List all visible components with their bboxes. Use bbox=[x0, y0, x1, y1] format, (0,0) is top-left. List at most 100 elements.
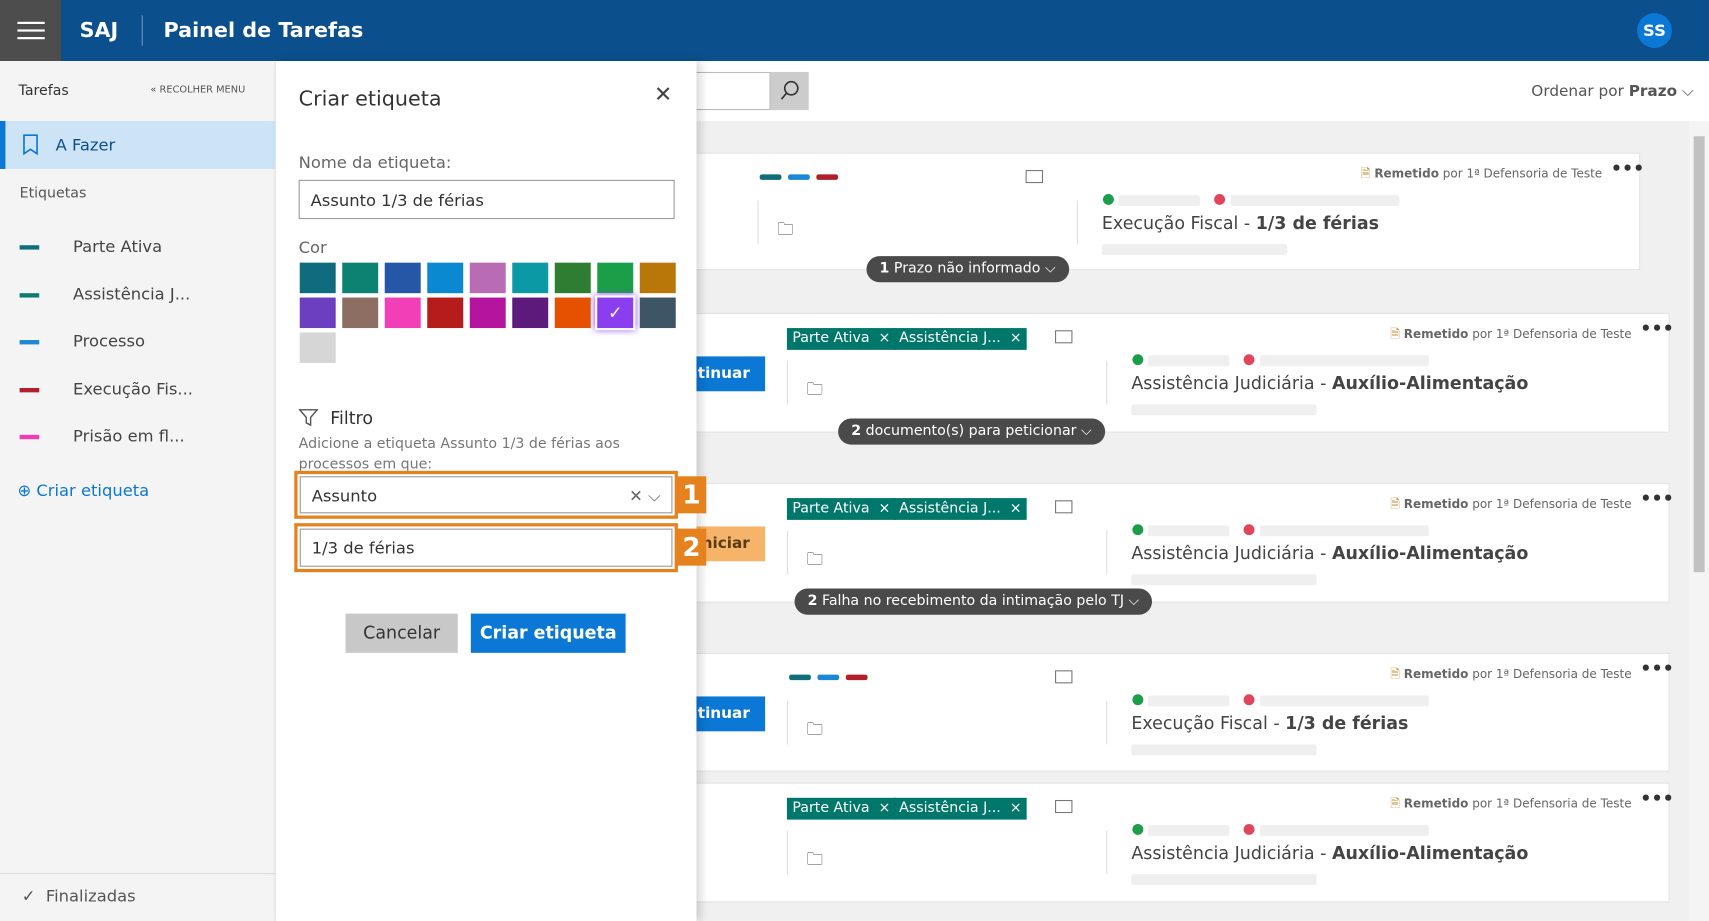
sidebar bbox=[0, 61, 276, 921]
placeholder bbox=[1118, 195, 1200, 206]
folder-divider bbox=[786, 830, 788, 875]
status: 🗎 Remetido por 1ª Defensoria de Teste bbox=[1390, 667, 1632, 682]
color-swatch[interactable] bbox=[639, 297, 676, 329]
color-swatch[interactable] bbox=[554, 262, 591, 294]
label-name[interactable]: Assistência J... bbox=[73, 283, 191, 304]
footer-pill[interactable]: 2 documento(s) para peticionar ⌵ bbox=[838, 418, 1105, 445]
color-swatch[interactable] bbox=[299, 297, 336, 329]
collapse-menu[interactable]: « RECOLHER MENU bbox=[150, 85, 246, 96]
folder-link[interactable]: 🗀 bbox=[806, 379, 823, 399]
tag[interactable]: Parte Ativa × bbox=[786, 328, 896, 350]
placeholder bbox=[1131, 574, 1317, 586]
more-button[interactable]: ••• bbox=[1610, 158, 1645, 179]
tag[interactable]: Assistência J... × bbox=[893, 328, 1028, 350]
label-color bbox=[19, 245, 40, 250]
placeholder bbox=[1147, 695, 1230, 707]
submit-button[interactable]: Criar etiqueta bbox=[470, 613, 626, 653]
divider bbox=[1076, 200, 1078, 245]
color-swatch[interactable] bbox=[554, 297, 591, 329]
new-doc-icon bbox=[1055, 670, 1073, 684]
more-button[interactable]: ••• bbox=[1640, 658, 1674, 680]
status-text: Remetido bbox=[1403, 326, 1469, 342]
search-button[interactable] bbox=[770, 71, 809, 111]
placeholder bbox=[1147, 825, 1230, 836]
color-swatch[interactable] bbox=[384, 297, 421, 329]
folder-link[interactable]: 🗀 bbox=[806, 849, 823, 869]
app-name: SAJ bbox=[79, 18, 119, 43]
close-button[interactable]: ✕ bbox=[653, 80, 673, 107]
color-swatch[interactable] bbox=[299, 262, 336, 294]
name-input[interactable]: Assunto 1/3 de férias bbox=[298, 179, 675, 220]
tag[interactable]: Parte Ativa × bbox=[786, 797, 896, 820]
color-swatch[interactable] bbox=[342, 262, 379, 294]
color-swatch[interactable] bbox=[512, 297, 549, 329]
color-swatch[interactable] bbox=[427, 262, 464, 294]
placeholder bbox=[1259, 825, 1429, 836]
callout-number: 2 bbox=[676, 528, 707, 566]
tag-text: Parte Ativa bbox=[792, 500, 870, 517]
color-swatch[interactable] bbox=[469, 262, 506, 294]
more-button[interactable]: ••• bbox=[1640, 318, 1674, 339]
footer-pill[interactable]: 2 Falha no recebimento da intimação pelo… bbox=[794, 588, 1153, 615]
create-label-link[interactable]: ⊕ Criar etiqueta bbox=[17, 480, 150, 501]
new-doc-icon bbox=[1055, 799, 1073, 814]
color-swatch[interactable] bbox=[384, 262, 421, 294]
label-name[interactable]: Execução Fis... bbox=[73, 378, 194, 399]
color-swatch[interactable] bbox=[469, 297, 506, 329]
class-text: Execução Fiscal bbox=[1101, 212, 1239, 234]
subject-text: 1/3 de férias bbox=[1285, 712, 1409, 734]
filter-description: Adicione a etiqueta Assunto 1/3 de féria… bbox=[298, 435, 620, 471]
tag-text: Parte Ativa bbox=[792, 799, 870, 817]
divider bbox=[1106, 360, 1108, 405]
footer-text: Falha no recebimento da intimação pelo T… bbox=[821, 592, 1125, 610]
placeholder bbox=[1259, 355, 1429, 367]
folder-link[interactable]: 🗀 bbox=[777, 219, 794, 239]
tag[interactable]: Parte Ativa × bbox=[786, 498, 896, 520]
folder-divider bbox=[757, 200, 759, 245]
folder-link[interactable]: 🗀 bbox=[806, 719, 823, 739]
label-name[interactable]: Processo bbox=[73, 331, 146, 351]
cancel-button[interactable]: Cancelar bbox=[345, 613, 458, 653]
process-class: Assistência Judiciária - Auxílio-Aliment… bbox=[1131, 372, 1529, 394]
color-swatch[interactable] bbox=[512, 262, 549, 294]
callout-box-2: 1/3 de férias bbox=[294, 523, 678, 573]
status: 🗎 Remetido por 1ª Defensoria de Teste bbox=[1390, 496, 1632, 512]
new-doc-icon bbox=[1055, 500, 1073, 514]
tag-dash bbox=[759, 174, 782, 180]
footer-pill[interactable]: 1 Prazo não informado ⌵ bbox=[866, 256, 1069, 283]
color-swatch[interactable]: ✓ bbox=[597, 297, 634, 329]
label-name[interactable]: Prisão em fl... bbox=[73, 426, 185, 446]
folder-link[interactable]: 🗀 bbox=[806, 549, 823, 569]
subject-text: Auxílio-Alimentação bbox=[1331, 842, 1529, 864]
new-doc-icon bbox=[1055, 330, 1073, 344]
filter-field-select[interactable]: Assunto ✕ ⌵ bbox=[299, 476, 673, 514]
filter-value-input[interactable]: 1/3 de férias bbox=[299, 528, 673, 567]
header bbox=[0, 0, 1709, 62]
color-swatch[interactable] bbox=[427, 297, 464, 329]
label-name[interactable]: Parte Ativa bbox=[73, 236, 163, 257]
folder-divider bbox=[786, 700, 788, 745]
process-class: Assistência Judiciária - Auxílio-Aliment… bbox=[1131, 842, 1529, 864]
label-color bbox=[19, 387, 40, 392]
dialog-title: Criar etiqueta bbox=[298, 87, 442, 112]
more-button[interactable]: ••• bbox=[1640, 488, 1674, 509]
class-text: Assistência Judiciária bbox=[1131, 372, 1315, 394]
color-swatch[interactable] bbox=[342, 297, 379, 329]
color-swatch[interactable] bbox=[639, 262, 676, 294]
sort-control[interactable]: Ordenar por Prazo ⌵ bbox=[1531, 82, 1694, 101]
tag[interactable]: Assistência J... × bbox=[893, 797, 1028, 820]
active-item[interactable]: A Fazer bbox=[0, 120, 276, 169]
status-text: Remetido bbox=[1403, 667, 1469, 682]
avatar[interactable]: SS bbox=[1637, 13, 1672, 48]
more-button[interactable]: ••• bbox=[1640, 787, 1674, 809]
status-by: por 1ª Defensoria de Teste bbox=[1472, 496, 1632, 512]
menu-button[interactable] bbox=[0, 0, 62, 62]
placeholder bbox=[1131, 874, 1317, 885]
color-swatch[interactable] bbox=[299, 332, 336, 363]
finished-link[interactable]: ✓ Finalizadas bbox=[21, 886, 136, 906]
collapse-text: RECOLHER MENU bbox=[159, 85, 246, 96]
status-minus bbox=[1214, 194, 1226, 205]
color-swatch[interactable] bbox=[597, 262, 634, 294]
tag[interactable]: Assistência J... × bbox=[893, 498, 1028, 520]
